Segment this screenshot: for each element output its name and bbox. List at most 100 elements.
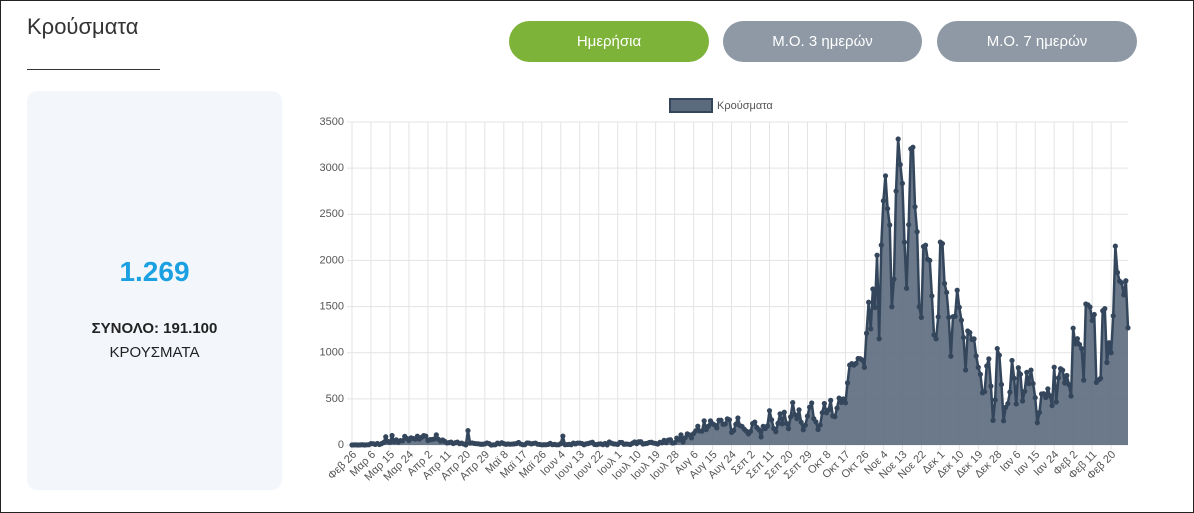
point — [933, 336, 939, 342]
point — [1066, 382, 1072, 388]
point — [1081, 377, 1087, 383]
point — [866, 299, 872, 305]
point — [958, 317, 965, 323]
point — [794, 416, 800, 422]
point — [809, 400, 815, 406]
point — [1121, 292, 1127, 298]
point — [954, 287, 960, 293]
point — [813, 419, 819, 425]
point — [752, 419, 758, 425]
point — [804, 413, 811, 419]
point — [400, 438, 406, 444]
point — [825, 407, 832, 413]
point — [891, 276, 897, 282]
point — [383, 434, 389, 440]
point — [800, 427, 806, 433]
point — [699, 428, 705, 434]
point — [922, 242, 929, 248]
point — [777, 411, 783, 417]
point — [815, 426, 821, 433]
point — [819, 410, 825, 416]
point — [560, 433, 566, 439]
point — [1045, 386, 1051, 392]
point — [868, 326, 874, 332]
point — [806, 404, 813, 410]
point — [1015, 365, 1021, 371]
point — [1123, 278, 1129, 284]
point — [688, 435, 695, 441]
point — [885, 206, 891, 212]
y-tick-label: 1000 — [320, 347, 344, 359]
point — [1005, 401, 1011, 407]
point — [1051, 364, 1057, 370]
point — [792, 411, 798, 418]
point — [1036, 409, 1043, 416]
point — [672, 440, 678, 446]
point — [1064, 372, 1070, 379]
point — [1114, 269, 1121, 276]
point — [899, 180, 905, 186]
point — [929, 293, 935, 299]
point — [389, 432, 395, 439]
avg7-button[interactable]: Μ.Ο. 7 ημερών — [937, 21, 1137, 62]
point — [1070, 325, 1076, 331]
point — [1009, 357, 1015, 364]
point — [986, 356, 992, 362]
point — [1011, 375, 1017, 381]
title-rule — [27, 69, 160, 70]
point — [1000, 418, 1007, 424]
point — [726, 417, 733, 423]
point — [714, 425, 720, 431]
point — [1087, 304, 1093, 310]
point — [874, 252, 880, 258]
point — [1074, 336, 1080, 342]
point — [788, 414, 794, 420]
point — [1060, 367, 1066, 373]
point — [878, 242, 884, 248]
point — [977, 371, 983, 377]
point — [918, 314, 924, 320]
y-tick-label: 1500 — [320, 300, 344, 312]
point — [766, 408, 773, 414]
point — [1108, 350, 1114, 356]
point — [861, 364, 868, 370]
point — [790, 400, 796, 406]
y-tick-label: 2500 — [320, 208, 344, 220]
point — [1032, 395, 1038, 401]
point — [956, 304, 962, 310]
point — [948, 353, 954, 359]
y-tick-label: 3500 — [320, 116, 344, 128]
point — [701, 418, 707, 424]
point — [431, 436, 437, 442]
point — [889, 304, 895, 310]
point — [1076, 341, 1083, 348]
daily-button[interactable]: Ημερήσια — [509, 21, 709, 62]
point — [1053, 399, 1059, 405]
point — [863, 330, 870, 336]
point — [967, 329, 973, 336]
point — [1019, 398, 1026, 404]
point — [927, 257, 933, 264]
point — [1097, 375, 1104, 381]
point — [676, 437, 682, 443]
y-tick-label: 0 — [338, 439, 344, 451]
avg3-button[interactable]: Μ.Ο. 3 ημερών — [723, 21, 922, 62]
point — [893, 188, 899, 194]
point — [705, 423, 711, 429]
point — [1013, 401, 1019, 407]
point — [946, 314, 952, 320]
point — [903, 285, 910, 291]
area — [352, 138, 1128, 446]
point — [859, 357, 865, 363]
point — [901, 239, 908, 245]
point — [1125, 325, 1131, 331]
point — [1089, 317, 1095, 324]
point — [769, 417, 775, 423]
point — [853, 360, 859, 367]
point — [1043, 394, 1049, 401]
summary-card: 1.269 ΣΥΝΟΛΟ: 191.100 ΚΡΟΥΣΜΑΤΑ — [27, 91, 282, 490]
point — [1030, 380, 1036, 387]
point — [783, 420, 789, 426]
legend-label: Κρούσματα — [717, 100, 773, 112]
point — [1102, 306, 1108, 312]
